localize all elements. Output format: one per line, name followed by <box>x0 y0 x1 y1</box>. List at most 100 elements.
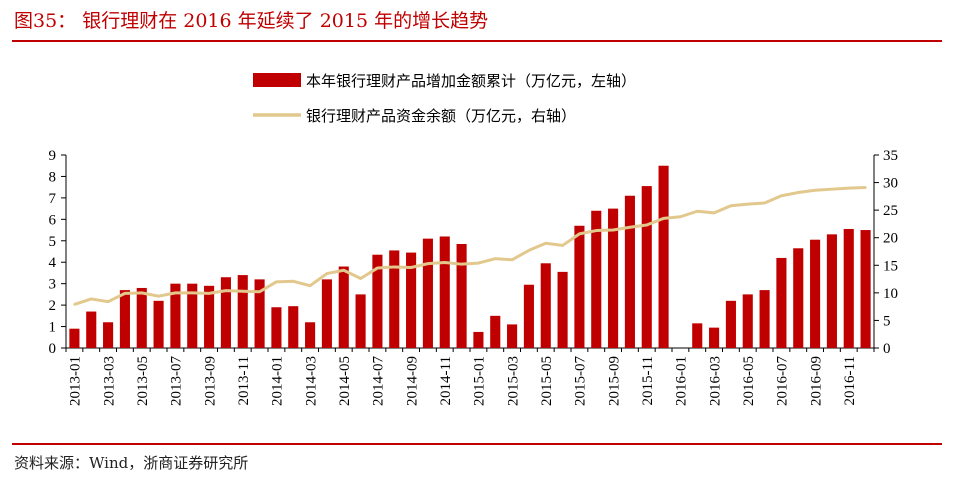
right-tick-label: 35 <box>883 148 898 164</box>
x-tick-label: 2015-03 <box>505 356 521 406</box>
left-tick-label: 3 <box>49 277 57 293</box>
line-point <box>123 292 127 295</box>
line-point <box>157 294 160 298</box>
bar <box>103 322 114 348</box>
line-point <box>830 187 834 191</box>
bar <box>574 225 585 348</box>
bar <box>709 327 720 348</box>
x-tick-label: 2015-11 <box>640 356 656 405</box>
source-rule <box>12 443 942 445</box>
line-point <box>729 204 733 207</box>
bar <box>540 263 551 348</box>
line-point <box>696 210 699 213</box>
balance-line <box>73 186 866 306</box>
bar <box>826 234 837 348</box>
x-tick-label: 2014-07 <box>371 356 387 406</box>
bar <box>355 294 366 348</box>
bar <box>338 266 349 348</box>
right-tick-label: 25 <box>883 203 898 219</box>
legend: 本年银行理财产品增加金额累计（万亿元，左轴） 银行理财产品资金余额（万亿元，右轴） <box>253 72 636 125</box>
line-point <box>308 284 312 287</box>
title-rule <box>12 40 942 42</box>
bar <box>624 195 635 348</box>
line-point <box>611 228 615 232</box>
x-tick-label: 2014-01 <box>270 356 286 406</box>
x-tick-label: 2013-03 <box>101 356 117 406</box>
x-tick-label: 2015-07 <box>573 356 589 406</box>
bar <box>641 186 652 348</box>
bar <box>271 307 282 348</box>
bar <box>793 248 804 348</box>
line-point <box>595 229 598 232</box>
bar <box>422 238 433 348</box>
line-point <box>847 186 850 190</box>
legend-line-label: 银行理财产品资金余额（万亿元，右轴） <box>306 107 576 125</box>
bar <box>372 254 383 348</box>
x-tick-label: 2016-11 <box>842 356 858 405</box>
bar <box>490 315 501 348</box>
right-tick-label: 10 <box>883 286 898 302</box>
line-point <box>292 280 295 283</box>
bar-series <box>69 165 871 348</box>
bar <box>473 331 484 348</box>
line-point <box>258 290 261 293</box>
right-tick-label: 15 <box>883 258 898 274</box>
bar <box>860 230 871 348</box>
line-point <box>864 186 867 189</box>
bar <box>153 300 164 348</box>
bar <box>204 285 215 348</box>
x-tick-label: 2016-07 <box>775 356 791 406</box>
legend-bar-label: 本年银行理财产品增加金额累计（万亿元，左轴） <box>306 72 636 90</box>
left-tick-label: 7 <box>49 191 57 207</box>
bar <box>523 284 534 348</box>
legend-bar-swatch <box>253 73 301 87</box>
line-point <box>376 266 379 270</box>
x-tick-label: 2015-01 <box>472 356 488 406</box>
bar <box>507 324 518 348</box>
bar <box>119 290 130 348</box>
x-tick-label: 2013-11 <box>236 356 252 405</box>
line-point <box>628 226 632 229</box>
bar <box>658 165 669 348</box>
bar <box>321 279 332 348</box>
left-tick-label: 2 <box>49 298 57 314</box>
right-tick-label: 0 <box>883 341 891 357</box>
line-point <box>191 291 194 295</box>
x-tick-label: 2014-11 <box>438 356 454 405</box>
bar <box>170 283 181 348</box>
right-tick-label: 30 <box>883 176 898 192</box>
x-tick-label: 2014-03 <box>303 356 319 406</box>
line-point <box>140 291 143 295</box>
source-note: 资料来源：Wind，浙商证券研究所 <box>14 454 249 472</box>
left-tick-label: 8 <box>49 169 57 185</box>
right-tick-label: 20 <box>883 231 898 247</box>
line-point <box>342 269 345 272</box>
x-tick-label: 2014-09 <box>404 356 420 406</box>
line-point <box>645 223 648 227</box>
left-tick-label: 6 <box>49 212 57 228</box>
line-point <box>275 280 278 284</box>
line-point <box>813 189 817 192</box>
bar <box>608 208 619 348</box>
line-point <box>510 258 514 261</box>
line-series <box>73 186 867 306</box>
x-tick-label: 2016-09 <box>808 356 824 406</box>
left-tick-label: 1 <box>49 320 57 336</box>
figure-title: 图35： 银行理财在 2016 年延续了 2015 年的增长趋势 <box>14 10 489 32</box>
x-tick-label: 2013-09 <box>202 356 218 406</box>
bar <box>759 290 770 348</box>
line-point <box>409 266 413 269</box>
line-point <box>679 215 682 218</box>
line-point <box>73 303 76 306</box>
left-tick-label: 5 <box>49 234 57 250</box>
bar <box>810 239 821 348</box>
line-point <box>359 277 362 280</box>
line-point <box>477 261 480 265</box>
x-tick-label: 2013-05 <box>135 356 151 406</box>
bar <box>557 271 568 348</box>
line-point <box>460 262 463 266</box>
right-tick-label: 5 <box>883 313 891 329</box>
line-point <box>325 272 329 275</box>
bar <box>69 328 80 348</box>
